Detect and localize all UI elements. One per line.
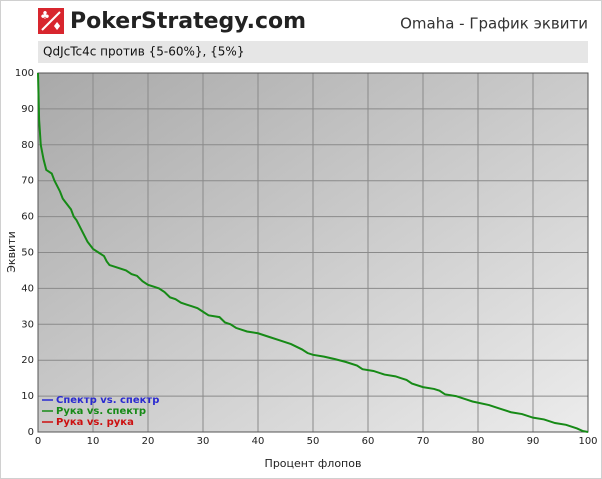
- x-tick-label: 10: [87, 436, 100, 447]
- y-tick-label: 40: [21, 283, 34, 294]
- subtitle-bar: [38, 41, 588, 63]
- logo-icon: ♣ ♦: [38, 8, 64, 34]
- y-tick-label: 10: [21, 391, 34, 402]
- svg-text:♣: ♣: [40, 9, 50, 22]
- x-axis-label: Процент флопов: [265, 457, 362, 470]
- svg-text:♦: ♦: [52, 20, 62, 33]
- y-tick-label: 70: [21, 176, 34, 187]
- y-tick-label: 80: [21, 140, 34, 151]
- legend-label: Рука vs. рука: [56, 417, 134, 428]
- x-tick-label: 100: [578, 436, 597, 447]
- legend-label: Рука vs. спектр: [56, 406, 146, 417]
- y-tick-label: 60: [21, 212, 34, 223]
- y-tick-label: 20: [21, 355, 34, 366]
- x-tick-label: 20: [142, 436, 155, 447]
- x-tick-label: 0: [35, 436, 41, 447]
- chart-subtitle: QdJcTc4c против {5-60%}, {5%}: [43, 45, 244, 59]
- plot: 0 10 20 30 40 50 60 70 80 90 100 0 10 20 30 40 50 60 70 80 9…: [15, 68, 598, 447]
- legend-label: Спектр vs. спектр: [56, 395, 159, 406]
- y-tick-label: 0: [28, 427, 34, 438]
- x-tick-label: 70: [417, 436, 430, 447]
- y-tick-label: 30: [21, 319, 34, 330]
- plot-border: [37, 72, 589, 433]
- x-tick-label: 90: [527, 436, 540, 447]
- x-tick-label: 40: [252, 436, 265, 447]
- y-axis-label: Эквити: [5, 231, 18, 273]
- logo-text: PokerStrategy.com: [70, 9, 306, 34]
- x-tick-label: 60: [362, 436, 375, 447]
- y-tick-label: 100: [15, 68, 34, 79]
- data-line: [37, 72, 589, 433]
- y-tick-label: 50: [21, 248, 34, 259]
- x-tick-label: 50: [307, 436, 320, 447]
- chart-title: Omaha - График эквити: [400, 15, 588, 33]
- y-tick-label: 90: [21, 104, 34, 115]
- x-tick-label: 30: [197, 436, 210, 447]
- x-tick-label: 80: [472, 436, 485, 447]
